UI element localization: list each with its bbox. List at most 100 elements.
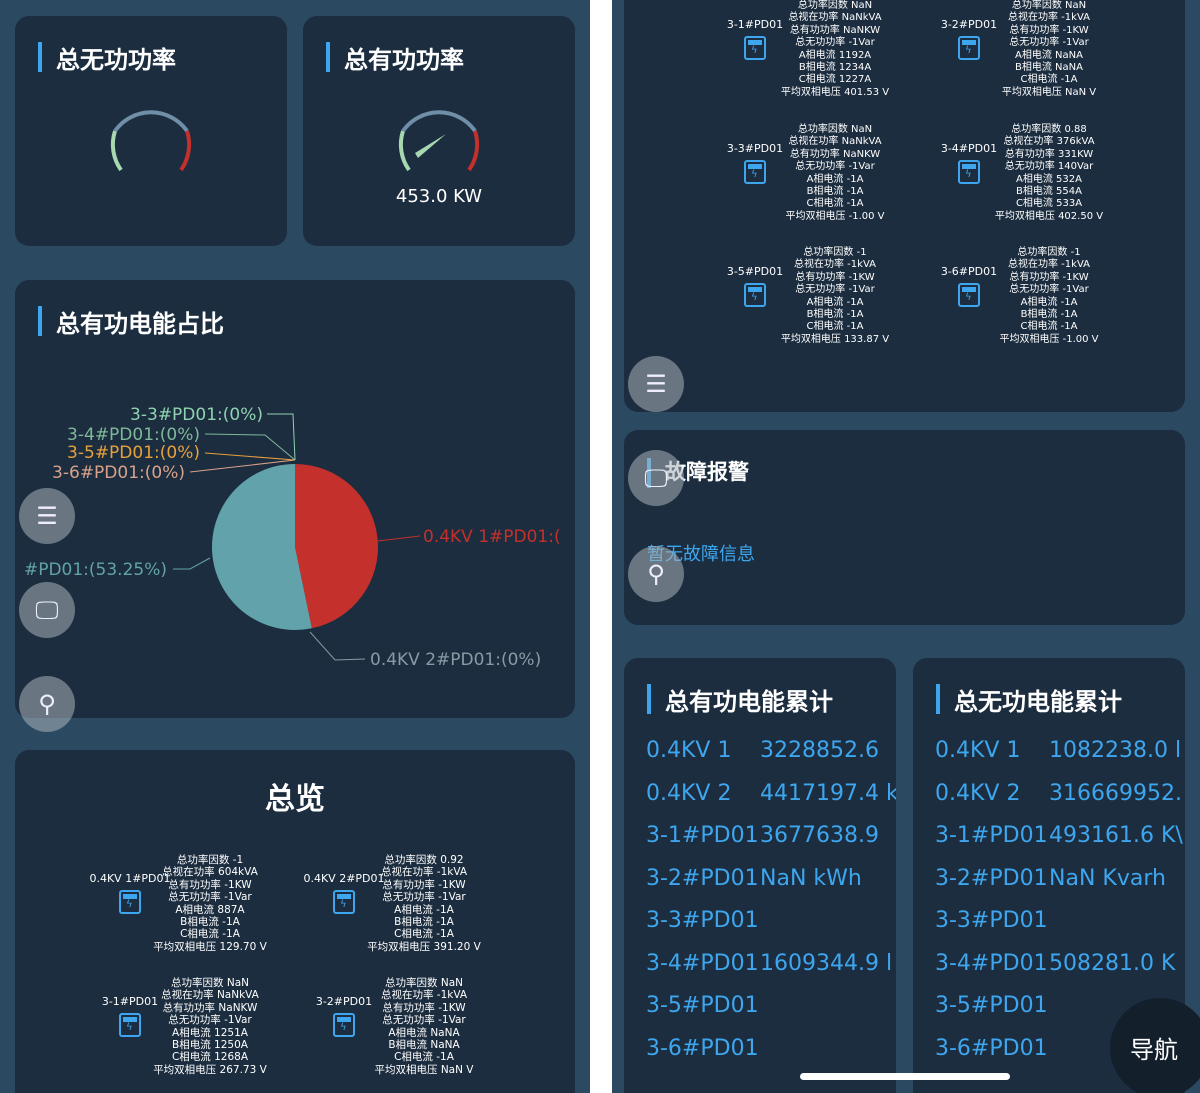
- reading-line: 平均双相电压 NaN V: [374, 1063, 474, 1076]
- meter-name: 0.4KV 1: [646, 738, 732, 763]
- menu-button[interactable]: ☰: [628, 356, 684, 412]
- reading-line: B相电流 NaNA: [388, 1039, 460, 1052]
- reading-line: 平均双相电压 -1.00 V: [999, 333, 1099, 345]
- card-title: 总无功功率: [38, 40, 176, 75]
- meter-name: 0.4KV 1: [935, 738, 1021, 763]
- meter-icon: ϟ: [119, 890, 141, 914]
- energy-value: 1082238.0 l: [1049, 738, 1182, 763]
- device-block[interactable]: 3-6#PD01 ϟ 总功率因数 -1 总视在功率 -1kVA 总有功功率 -1KW 总无…: [924, 247, 1138, 357]
- location-button[interactable]: ⚲: [628, 546, 684, 602]
- meter-name: 0.4KV 2: [935, 780, 1021, 806]
- device-block[interactable]: 3-2#PD01 ϟ 总功率因数 NaN 总视在功率 -1kVA 总有功功率 -1KW 总…: [924, 0, 1138, 110]
- device-name: 3-5#PD01: [726, 265, 784, 278]
- device-readings: 总功率因数 -1 总视在功率 -1kVA 总有功功率 -1KW 总无功功率 -1Var…: [984, 247, 1114, 346]
- pie-label: 3-5#PD01:(0%): [67, 443, 200, 463]
- energy-value: 3677638.9: [760, 823, 879, 848]
- meter-name: 3-6#PD01: [935, 1035, 1048, 1061]
- energy-value: 493161.6 K\: [1049, 823, 1183, 848]
- reading-line: 总视在功率 -1kVA: [794, 259, 876, 271]
- reading-line: 总视在功率 -1kVA: [380, 989, 468, 1002]
- reading-line: B相电流 -1A: [806, 309, 864, 321]
- pie-label: #PD01:(53.25%): [24, 560, 167, 580]
- reading-line: B相电流 NaNA: [1015, 62, 1083, 74]
- energy-share-card: 总有功电能占比 0.4KV 1#PD01:(0.4KV 2#PD01:(0%) #…: [15, 280, 575, 718]
- card-title: 总有功电能占比: [38, 304, 224, 339]
- reading-line: C相电流 1227A: [798, 74, 872, 86]
- reading-line: A相电流 NaNA: [388, 1026, 460, 1039]
- reading-line: 平均双相电压 391.20 V: [367, 940, 481, 953]
- reading-line: A相电流 NaNA: [1015, 49, 1083, 61]
- leader-line: [267, 413, 296, 461]
- reading-line: 总功率因数 0.88: [1011, 124, 1087, 135]
- meter-icon: ϟ: [958, 160, 980, 184]
- card-title: 总有功电能累计: [647, 682, 833, 717]
- reading-line: C相电流 -1A: [180, 928, 240, 941]
- device-block[interactable]: 3-2#PD01 ϟ 总功率因数 NaN 总视在功率 -1kVA 总有功功率 -1KW 总…: [299, 977, 513, 1087]
- nav-button[interactable]: 导航: [1110, 998, 1200, 1093]
- menu-button[interactable]: ☰: [19, 488, 75, 544]
- device-block[interactable]: 3-3#PD01 ϟ 总功率因数 NaN 总视在功率 NaNkVA 总有功功率 NaNK…: [710, 124, 924, 234]
- pie-label: 3-6#PD01:(0%): [52, 463, 185, 483]
- active-power-card: 总有功功率 453.0 KW: [303, 16, 575, 246]
- reading-line: B相电流 1250A: [172, 1039, 248, 1052]
- reading-line: 总视在功率 604kVA: [162, 866, 258, 879]
- active-energy-card: 总有功电能累计 0.4KV 1 3228852.6 0.4KV 2 4417197.4…: [624, 658, 896, 1093]
- device-block[interactable]: 0.4KV 2#PD01 ϟ 总功率因数 0.92 总视在功率 -1kVA 总有功功率 …: [299, 854, 513, 964]
- reading-line: 总无功功率 -1Var: [168, 891, 252, 904]
- reading-line: 总功率因数 NaN: [385, 977, 463, 989]
- pie-slice[interactable]: [211, 464, 312, 630]
- meter-name: 3-1#PD01: [935, 823, 1048, 848]
- location-button[interactable]: ⚲: [19, 676, 75, 732]
- gauge-needle: [415, 134, 446, 158]
- reading-line: 总有功功率 NaNKW: [162, 1001, 258, 1014]
- device-readings: 总功率因数 0.92 总视在功率 -1kVA 总有功功率 -1KW 总无功功率 -1V…: [359, 854, 489, 953]
- meter-name: 3-4#PD01: [935, 950, 1048, 976]
- device-readings: 总功率因数 -1 总视在功率 604kVA 总有功功率 -1KW 总无功功率 -1Va…: [145, 854, 275, 953]
- reading-line: B相电流 -1A: [180, 916, 240, 929]
- meter-name: 3-5#PD01: [935, 993, 1048, 1018]
- device-block[interactable]: 3-1#PD01 ϟ 总功率因数 NaN 总视在功率 NaNkVA 总有功功率 NaNK…: [85, 977, 299, 1087]
- reading-line: 总有功功率 -1KW: [382, 878, 466, 891]
- location-pin-icon: ⚲: [647, 560, 665, 588]
- device-name: 3-6#PD01: [940, 265, 998, 278]
- energy-value: 4417197.4 k: [760, 780, 896, 806]
- reading-line: 总功率因数 -1: [1017, 247, 1081, 258]
- reading-line: A相电流 887A: [175, 903, 245, 916]
- reading-line: B相电流 -1A: [806, 186, 864, 198]
- monitor-button[interactable]: 🖵: [628, 450, 684, 506]
- reading-line: 总有功功率 -1KW: [168, 878, 252, 891]
- reading-line: C相电流 -1A: [806, 321, 864, 333]
- device-list-card: 3-1#PD01 ϟ 总功率因数 NaN 总视在功率 NaNkVA 总有功功率 NaNK…: [624, 0, 1185, 412]
- reading-line: C相电流 -1A: [1020, 321, 1078, 333]
- pie-label: 0.4KV 2#PD01:(0%): [370, 650, 541, 670]
- device-block[interactable]: 3-1#PD01 ϟ 总功率因数 NaN 总视在功率 NaNkVA 总有功功率 NaNK…: [710, 0, 924, 110]
- reading-line: 总有功功率 -1KW: [1009, 271, 1089, 283]
- reading-line: 总有功功率 331KW: [1004, 148, 1094, 160]
- device-block[interactable]: 0.4KV 1#PD01 ϟ 总功率因数 -1 总视在功率 604kVA 总有功功率 -…: [85, 854, 299, 964]
- home-indicator[interactable]: [800, 1073, 1010, 1080]
- monitor-button[interactable]: 🖵: [19, 582, 75, 638]
- reading-line: 总无功功率 -1Var: [795, 284, 875, 296]
- card-title: 总无功电能累计: [936, 682, 1122, 717]
- reading-line: A相电流 532A: [1016, 173, 1082, 185]
- meter-icon: ϟ: [333, 890, 355, 914]
- reading-line: 总无功功率 -1Var: [1009, 284, 1089, 296]
- device-readings: 总功率因数 -1 总视在功率 -1kVA 总有功功率 -1KW 总无功功率 -1Var…: [770, 247, 900, 346]
- reading-line: 总视在功率 -1kVA: [1008, 12, 1090, 24]
- pie-label: 3-3#PD01:(0%): [130, 405, 263, 425]
- pie-slice[interactable]: [295, 464, 378, 629]
- reading-line: 总有功功率 -1KW: [1009, 24, 1089, 36]
- meter-icon: ϟ: [744, 283, 766, 307]
- reading-line: 总无功功率 -1Var: [795, 37, 875, 49]
- leader-line: [173, 557, 211, 570]
- meter-icon: ϟ: [744, 36, 766, 60]
- device-block[interactable]: 3-5#PD01 ϟ 总功率因数 -1 总视在功率 -1kVA 总有功功率 -1KW 总无…: [710, 247, 924, 357]
- device-name: 0.4KV 2#PD01: [303, 872, 385, 885]
- device-block[interactable]: 3-4#PD01 ϟ 总功率因数 0.88 总视在功率 376kVA 总有功功率 331…: [924, 124, 1138, 234]
- leader-line: [377, 535, 421, 542]
- device-readings: 总功率因数 NaN 总视在功率 NaNkVA 总有功功率 NaNKW 总无功功率 -1…: [145, 977, 275, 1076]
- device-name: 3-1#PD01: [101, 995, 159, 1008]
- pie-label: 3-4#PD01:(0%): [67, 425, 200, 445]
- meter-name: 3-2#PD01: [935, 865, 1048, 891]
- device-name: 3-1#PD01: [726, 18, 784, 31]
